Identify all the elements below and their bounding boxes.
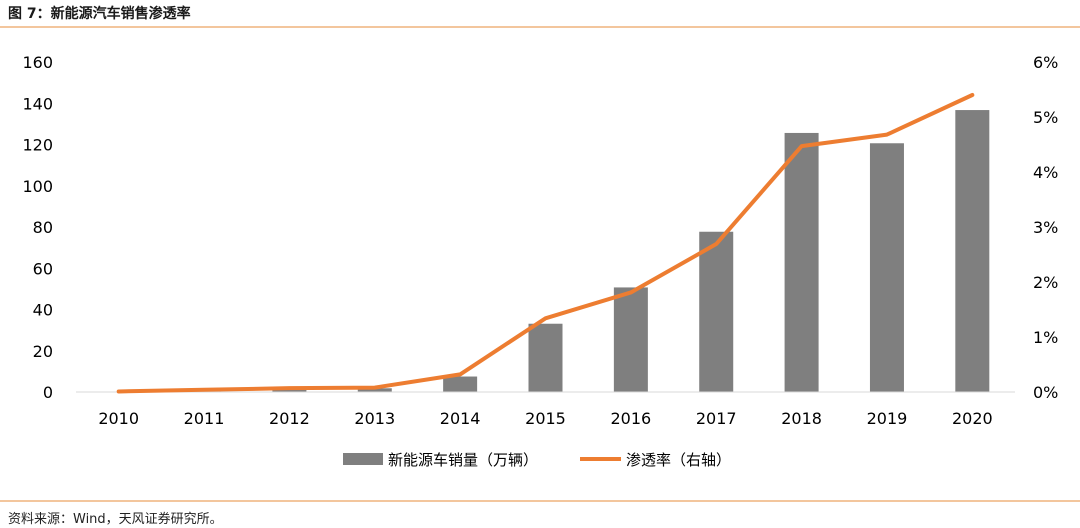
line-point <box>970 93 974 97</box>
x-tick-label: 2014 <box>440 409 481 428</box>
bar <box>443 376 478 392</box>
y-left-tick-label: 100 <box>22 177 53 196</box>
legend: 新能源车销量（万辆） 渗透率（右轴） <box>343 451 731 469</box>
y-left-tick-label: 20 <box>33 342 53 361</box>
chart: 0 20 40 60 80 100 120 140 160 0% 1% 2% 3% 4% 5% 6% 201… <box>22 53 1058 469</box>
bar-series <box>101 110 990 393</box>
y-right-tick-label: 4% <box>1033 163 1058 182</box>
y-right-tick-label: 2% <box>1033 273 1058 292</box>
y-left-tick-label: 0 <box>43 383 53 402</box>
y-right-tick-label: 5% <box>1033 108 1058 127</box>
x-tick-label: 2018 <box>781 409 822 428</box>
bar <box>528 323 563 392</box>
line-point <box>373 386 377 390</box>
line-point <box>117 389 121 393</box>
y-left-tick-label: 60 <box>33 259 53 278</box>
y-left-tick-label: 40 <box>33 301 53 320</box>
y-right-tick-label: 1% <box>1033 328 1058 347</box>
x-tick-label: 2012 <box>269 409 310 428</box>
top-divider <box>0 26 1080 28</box>
bar <box>955 110 990 393</box>
bar <box>613 287 648 392</box>
line-point <box>458 372 462 376</box>
bar <box>357 388 392 392</box>
y-right-tick-label: 0% <box>1033 383 1058 402</box>
line-point <box>629 290 633 294</box>
y-right-tick-label: 6% <box>1033 53 1058 72</box>
bar <box>699 231 734 392</box>
y-left-tick-label: 140 <box>22 94 53 113</box>
y-left-tick-label: 120 <box>22 136 53 155</box>
line-point <box>202 388 206 392</box>
x-tick-label: 2017 <box>696 409 737 428</box>
line-point <box>800 144 804 148</box>
x-tick-label: 2015 <box>525 409 566 428</box>
figure-title: 图 7：新能源汽车销售渗透率 <box>8 6 191 22</box>
bar <box>784 132 819 392</box>
y-left-tick-label: 160 <box>22 53 53 72</box>
x-tick-label: 2016 <box>611 409 652 428</box>
y-right-tick-label: 3% <box>1033 218 1058 237</box>
bottom-divider <box>0 500 1080 502</box>
left-axis: 0 20 40 60 80 100 120 140 160 <box>22 53 53 402</box>
source-note: 资料来源：Wind，天风证券研究所。 <box>8 512 223 527</box>
line-point <box>287 386 291 390</box>
x-tick-label: 2010 <box>98 409 139 428</box>
bar <box>272 389 307 392</box>
line-series <box>116 93 975 394</box>
x-tick-label: 2019 <box>867 409 908 428</box>
legend-line-label: 渗透率（右轴） <box>626 451 731 469</box>
line-point <box>714 242 718 246</box>
legend-bar-swatch <box>343 453 383 465</box>
x-tick-label: 2020 <box>952 409 993 428</box>
bar <box>869 143 904 392</box>
x-tick-label: 2011 <box>184 409 225 428</box>
line-point <box>885 133 889 137</box>
line-point <box>544 316 547 320</box>
y-left-tick-label: 80 <box>33 218 53 237</box>
x-tick-label: 2013 <box>354 409 395 428</box>
right-axis: 0% 1% 2% 3% 4% 5% 6% <box>1033 53 1058 402</box>
legend-bar-label: 新能源车销量（万辆） <box>388 451 538 469</box>
x-axis: 2010 2011 2012 2013 2014 2015 2016 2017 2018 2019… <box>98 409 992 428</box>
